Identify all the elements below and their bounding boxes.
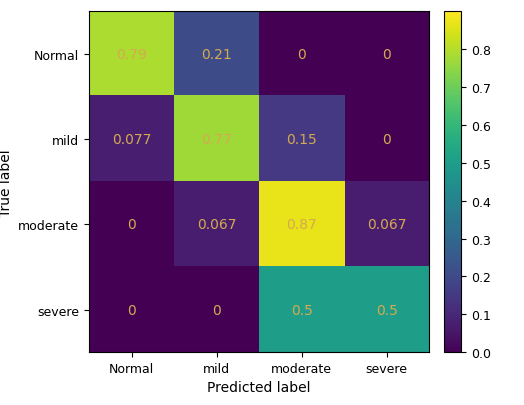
Text: 0: 0 bbox=[382, 48, 391, 62]
Text: 0: 0 bbox=[382, 133, 391, 147]
Text: 0.21: 0.21 bbox=[201, 48, 232, 62]
Text: 0.067: 0.067 bbox=[197, 218, 236, 232]
X-axis label: Predicted label: Predicted label bbox=[208, 381, 311, 394]
Text: 0: 0 bbox=[127, 218, 136, 232]
Text: 0.79: 0.79 bbox=[116, 48, 147, 62]
Text: 0.77: 0.77 bbox=[201, 133, 232, 147]
Text: 0: 0 bbox=[127, 303, 136, 317]
Text: 0.5: 0.5 bbox=[376, 303, 398, 317]
Text: 0.5: 0.5 bbox=[291, 303, 312, 317]
Y-axis label: True label: True label bbox=[0, 149, 13, 216]
Text: 0.067: 0.067 bbox=[367, 218, 407, 232]
Text: 0.077: 0.077 bbox=[112, 133, 151, 147]
Text: 0: 0 bbox=[212, 303, 221, 317]
Text: 0.87: 0.87 bbox=[286, 218, 317, 232]
Text: 0.15: 0.15 bbox=[286, 133, 317, 147]
Text: 0: 0 bbox=[297, 48, 306, 62]
